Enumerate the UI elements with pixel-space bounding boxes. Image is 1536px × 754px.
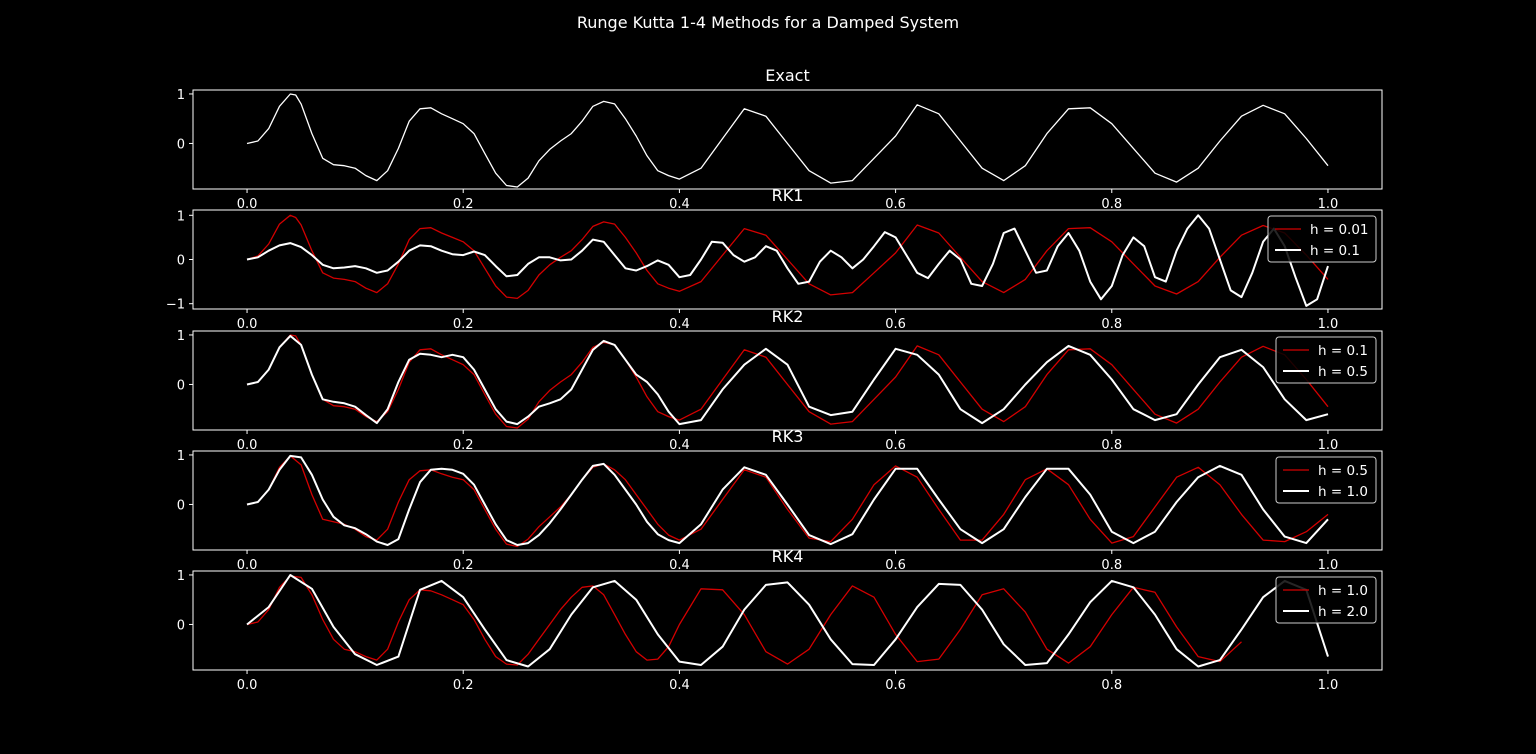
x-tick-label: 0.0: [237, 438, 258, 453]
x-tick-label: 1.0: [1318, 678, 1339, 693]
figure-title: Runge Kutta 1-4 Methods for a Damped Sys…: [577, 13, 959, 32]
y-tick-label: 1: [177, 449, 185, 464]
subplot-title: RK1: [772, 186, 804, 205]
x-tick-label: 0.2: [453, 197, 474, 212]
legend-label: h = 0.5: [1318, 463, 1368, 479]
subplot-exact: Exact 0.0 0.2 0.4 0.6 0.8 1.0 1 0: [177, 66, 1383, 212]
legend-label: h = 0.5: [1318, 364, 1368, 380]
x-tick-label: 0.8: [1101, 317, 1122, 332]
x-tick-label: 0.8: [1101, 197, 1122, 212]
x-tick-label: 0.8: [1101, 558, 1122, 573]
x-tick-label: 0.8: [1101, 438, 1122, 453]
subplot-rk4: RK4 0.0 0.2 0.4 0.6 0.8 1.0 1 0 h = 1.0 h = 2.0: [177, 547, 1383, 693]
axes-frame: [192, 330, 1383, 431]
x-tick-label: 0.0: [237, 317, 258, 332]
y-tick-label: −1: [166, 298, 185, 313]
x-tick-label: 0.0: [237, 678, 258, 693]
legend-label: h = 1.0: [1318, 583, 1368, 599]
x-tick-label: 0.4: [669, 678, 690, 693]
series-line-2: [246, 574, 1329, 668]
x-tick-label: 0.2: [453, 558, 474, 573]
x-tick-label: 0.4: [669, 558, 690, 573]
legend-label: h = 0.1: [1310, 243, 1360, 259]
legend-label: h = 0.1: [1318, 343, 1368, 359]
x-tick-label: 1.0: [1318, 197, 1339, 212]
x-tick-label: 1.0: [1318, 558, 1339, 573]
x-tick-label: 1.0: [1318, 317, 1339, 332]
x-tick-label: 0.8: [1101, 678, 1122, 693]
y-tick-label: 0: [177, 137, 185, 152]
legend: h = 0.5 h = 1.0: [1275, 456, 1377, 504]
subplot-rk1: RK1 0.0 0.2 0.4 0.6 0.8 1.0 1 0 −1 h = 0.01 h = 0.1: [166, 186, 1383, 332]
axes-frame: [192, 450, 1383, 551]
y-tick-label: 0: [177, 378, 185, 393]
series-line-1: [246, 214, 1329, 300]
x-tick-label: 0.6: [885, 197, 906, 212]
subplots: Exact 0.0 0.2 0.4 0.6 0.8 1.0 1 0 RK1 0.0 0.2 0.4 0.6…: [166, 66, 1383, 693]
x-tick-label: 0.2: [453, 438, 474, 453]
legend-label: h = 1.0: [1318, 484, 1368, 500]
series-line-2: [246, 334, 1329, 426]
axes-frame: [192, 89, 1383, 190]
x-tick-label: 0.2: [453, 317, 474, 332]
x-tick-label: 0.2: [453, 678, 474, 693]
x-tick-label: 1.0: [1318, 438, 1339, 453]
legend: h = 1.0 h = 2.0: [1275, 576, 1377, 624]
series-line-2: [246, 214, 1329, 307]
subplot-title: Exact: [765, 66, 809, 85]
series-line-1: [246, 93, 1329, 188]
x-tick-label: 0.4: [669, 438, 690, 453]
x-tick-label: 0.6: [885, 558, 906, 573]
subplot-title: RK4: [772, 547, 804, 566]
legend: h = 0.01 h = 0.1: [1267, 215, 1377, 263]
y-tick-label: 0: [177, 498, 185, 513]
subplot-title: RK3: [772, 427, 804, 446]
x-tick-label: 0.6: [885, 317, 906, 332]
x-tick-label: 0.6: [885, 438, 906, 453]
x-tick-label: 0.6: [885, 678, 906, 693]
legend: h = 0.1 h = 0.5: [1275, 336, 1377, 384]
subplot-title: RK2: [772, 307, 804, 326]
x-tick-label: 0.0: [237, 197, 258, 212]
x-tick-label: 0.4: [669, 317, 690, 332]
x-tick-label: 0.0: [237, 558, 258, 573]
subplot-rk2: RK2 0.0 0.2 0.4 0.6 0.8 1.0 1 0 h = 0.1 h = 0.5: [177, 307, 1383, 453]
x-tick-label: 0.4: [669, 197, 690, 212]
legend-label: h = 0.01: [1310, 222, 1369, 238]
axes-frame: [192, 570, 1383, 671]
subplot-rk3: RK3 0.0 0.2 0.4 0.6 0.8 1.0 1 0 h = 0.5 h = 1.0: [177, 427, 1383, 573]
legend-label: h = 2.0: [1318, 604, 1368, 620]
y-tick-label: 1: [177, 88, 185, 103]
y-tick-label: 1: [177, 329, 185, 344]
y-tick-label: 1: [177, 569, 185, 584]
y-tick-label: 1: [177, 209, 185, 224]
y-tick-label: 0: [177, 618, 185, 633]
series-line-1: [246, 575, 1242, 666]
series-line-2: [246, 454, 1329, 546]
y-tick-label: 0: [177, 254, 185, 269]
